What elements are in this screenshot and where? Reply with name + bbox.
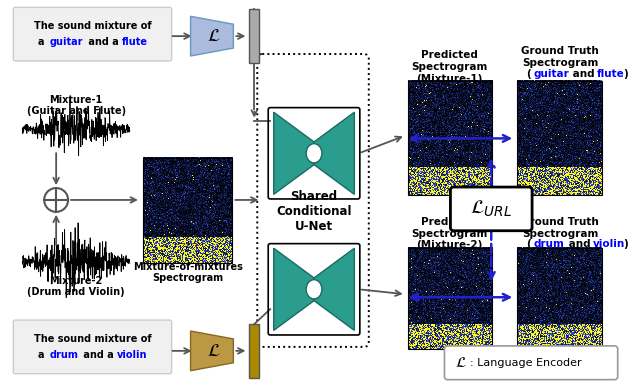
Text: drum: drum — [49, 350, 78, 360]
Text: The sound mixture of: The sound mixture of — [34, 21, 152, 31]
Text: and a: and a — [85, 37, 122, 47]
FancyBboxPatch shape — [444, 346, 618, 380]
Text: Ground Truth
Spectrogram: Ground Truth Spectrogram — [521, 46, 599, 68]
Text: Mixture-2
(Drum and Violin): Mixture-2 (Drum and Violin) — [28, 276, 125, 297]
FancyBboxPatch shape — [13, 320, 172, 374]
Polygon shape — [314, 248, 355, 330]
FancyBboxPatch shape — [13, 7, 172, 61]
Text: and: and — [565, 239, 594, 248]
Text: The sound mixture of: The sound mixture of — [34, 334, 152, 344]
Ellipse shape — [306, 144, 322, 163]
Text: $\mathcal{L}$: $\mathcal{L}$ — [207, 27, 220, 45]
Text: guitar: guitar — [533, 69, 569, 79]
Text: ): ) — [623, 239, 627, 248]
Bar — [250, 324, 259, 378]
Text: a: a — [38, 350, 48, 360]
Text: and a: and a — [80, 350, 117, 360]
Text: $\mathcal{L}$: $\mathcal{L}$ — [207, 342, 220, 360]
Polygon shape — [191, 331, 234, 371]
Text: Predicted
Spectrogram
(Mixture-1): Predicted Spectrogram (Mixture-1) — [412, 50, 488, 84]
Text: Ground Truth
Spectrogram: Ground Truth Spectrogram — [521, 217, 599, 238]
Text: violin: violin — [117, 350, 147, 360]
Text: (: ( — [526, 69, 531, 79]
Bar — [517, 248, 602, 349]
Bar — [250, 9, 259, 63]
Text: : Language Encoder: : Language Encoder — [470, 358, 582, 368]
Text: $\mathcal{L}$: $\mathcal{L}$ — [456, 356, 467, 370]
Text: guitar: guitar — [49, 37, 83, 47]
Ellipse shape — [306, 280, 322, 299]
Text: $\mathcal{L}_{URL}$: $\mathcal{L}_{URL}$ — [470, 199, 512, 219]
Text: flute: flute — [122, 37, 148, 47]
Text: Mixture-of-mixtures
Spectrogram: Mixture-of-mixtures Spectrogram — [132, 262, 243, 283]
Polygon shape — [314, 112, 355, 194]
Text: violin: violin — [593, 239, 625, 248]
Text: ): ) — [623, 69, 627, 79]
Text: a: a — [38, 37, 48, 47]
Polygon shape — [274, 248, 314, 330]
Bar — [517, 81, 602, 195]
Bar — [408, 81, 492, 195]
Text: (: ( — [526, 239, 531, 248]
Polygon shape — [274, 112, 314, 194]
Text: Shared
Conditional
U-Net: Shared Conditional U-Net — [276, 190, 352, 233]
Text: drum: drum — [533, 239, 564, 248]
Text: Predicted
Spectrogram
(Mixture-2): Predicted Spectrogram (Mixture-2) — [412, 217, 488, 250]
Polygon shape — [191, 16, 234, 56]
Text: flute: flute — [596, 69, 625, 79]
Bar — [143, 158, 232, 264]
Bar — [408, 248, 492, 349]
Text: Mixture-1
(Guitar and Flute): Mixture-1 (Guitar and Flute) — [26, 95, 125, 116]
Text: and: and — [569, 69, 598, 79]
FancyBboxPatch shape — [451, 187, 532, 231]
